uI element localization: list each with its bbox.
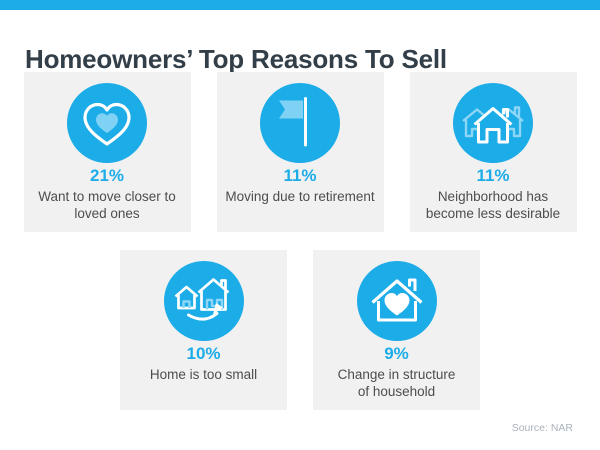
percent-value: 9% xyxy=(384,344,409,363)
reason-caption: Change in structure of household xyxy=(337,366,456,399)
reason-card-retirement: 11% Moving due to retirement xyxy=(216,72,384,232)
source-attribution: Source: NAR xyxy=(511,422,573,434)
retirement-flag-icon xyxy=(260,83,340,163)
percent-value: 11% xyxy=(476,166,510,185)
percent-value: 21% xyxy=(89,166,125,185)
page-title: Homeowners’ Top Reasons To Sell xyxy=(25,44,447,75)
heart-in-heart-icon xyxy=(67,83,147,163)
percent-value: 10% xyxy=(186,344,221,363)
reason-caption: Want to move closer to loved ones xyxy=(38,188,176,221)
reason-card-household-change: 9% Change in structure of household xyxy=(313,250,480,410)
cards-row-2: 10% Home is too small 9% Change in struc… xyxy=(0,250,600,410)
reason-caption: Home is too small xyxy=(149,366,258,382)
reason-card-closer-to-loved-ones: 21% Want to move closer to loved ones xyxy=(23,72,191,232)
reason-caption: Neighborhood has become less desirable xyxy=(425,188,561,221)
house-upsize-arrow-icon xyxy=(163,261,244,341)
house-heart-icon xyxy=(356,261,437,341)
neighborhood-houses-icon xyxy=(453,83,533,163)
percent-value: 11% xyxy=(283,166,317,185)
top-accent-bar xyxy=(0,0,600,10)
reason-caption: Moving due to retirement xyxy=(225,188,375,204)
cards-row-1: 21% Want to move closer to loved ones 11… xyxy=(0,72,600,232)
reason-card-neighborhood: 11% Neighborhood has become less desirab… xyxy=(409,72,577,232)
reason-card-too-small: 10% Home is too small xyxy=(120,250,287,410)
